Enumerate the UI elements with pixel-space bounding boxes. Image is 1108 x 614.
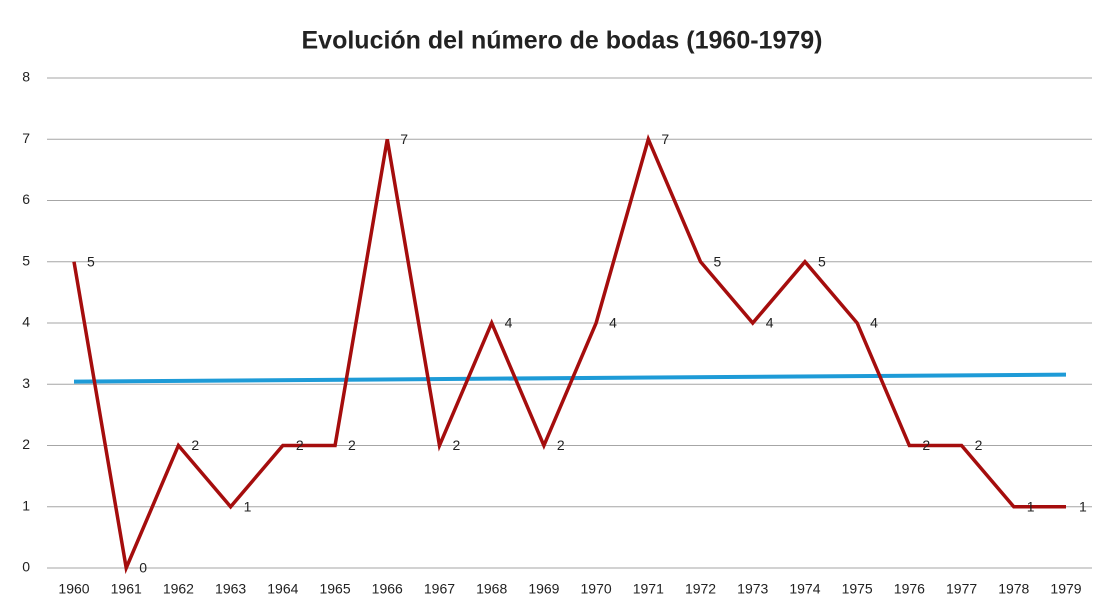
data-label: 7 — [400, 131, 408, 147]
x-tick-label: 1975 — [842, 581, 873, 597]
x-tick-label: 1964 — [267, 581, 298, 597]
y-tick-label: 1 — [22, 497, 30, 513]
x-tick-label: 1978 — [998, 581, 1029, 597]
x-tick-label: 1973 — [737, 581, 768, 597]
data-line — [72, 134, 1066, 575]
x-tick-label: 1976 — [894, 581, 925, 597]
x-tick-label: 1963 — [215, 581, 246, 597]
data-label: 2 — [922, 437, 930, 453]
data-label: 2 — [191, 437, 199, 453]
trend-line — [73, 372, 1067, 384]
data-label: 5 — [714, 253, 722, 269]
y-tick-label: 5 — [22, 252, 30, 268]
data-label: 2 — [975, 437, 983, 453]
x-tick-label: 1960 — [58, 581, 89, 597]
data-label: 2 — [557, 437, 565, 453]
x-tick-label: 1974 — [789, 581, 820, 597]
y-tick-label: 8 — [22, 69, 30, 85]
x-tick-label: 1971 — [633, 581, 664, 597]
data-label: 2 — [296, 437, 304, 453]
data-label: 1 — [244, 498, 252, 514]
data-label: 7 — [661, 131, 669, 147]
x-tick-label: 1966 — [372, 581, 403, 597]
data-label: 1 — [1027, 498, 1035, 514]
x-tick-label: 1962 — [163, 581, 194, 597]
y-tick-label: 0 — [22, 559, 30, 575]
data-label: 5 — [818, 253, 826, 269]
data-label: 2 — [452, 437, 460, 453]
x-tick-label: 1979 — [1050, 581, 1081, 597]
x-tick-label: 1969 — [528, 581, 559, 597]
y-tick-label: 4 — [22, 314, 30, 330]
x-tick-label: 1961 — [111, 581, 142, 597]
data-label: 0 — [139, 560, 147, 576]
y-tick-label: 7 — [22, 130, 30, 146]
data-label: 4 — [505, 315, 513, 331]
data-label: 1 — [1079, 498, 1087, 514]
data-label: 4 — [766, 315, 774, 331]
data-label: 2 — [348, 437, 356, 453]
x-tick-label: 1977 — [946, 581, 977, 597]
y-tick-label: 2 — [22, 436, 30, 452]
data-label: 4 — [870, 315, 878, 331]
x-tick-label: 1970 — [581, 581, 612, 597]
chart-title: Evolución del número de bodas (1960-1979… — [302, 27, 823, 55]
y-tick-label: 3 — [22, 375, 30, 391]
y-tick-label: 6 — [22, 191, 30, 207]
data-label: 5 — [87, 253, 95, 269]
x-tick-label: 1972 — [685, 581, 716, 597]
x-tick-label: 1968 — [476, 581, 507, 597]
x-tick-label: 1967 — [424, 581, 455, 597]
data-label: 4 — [609, 315, 617, 331]
x-tick-label: 1965 — [319, 581, 350, 597]
